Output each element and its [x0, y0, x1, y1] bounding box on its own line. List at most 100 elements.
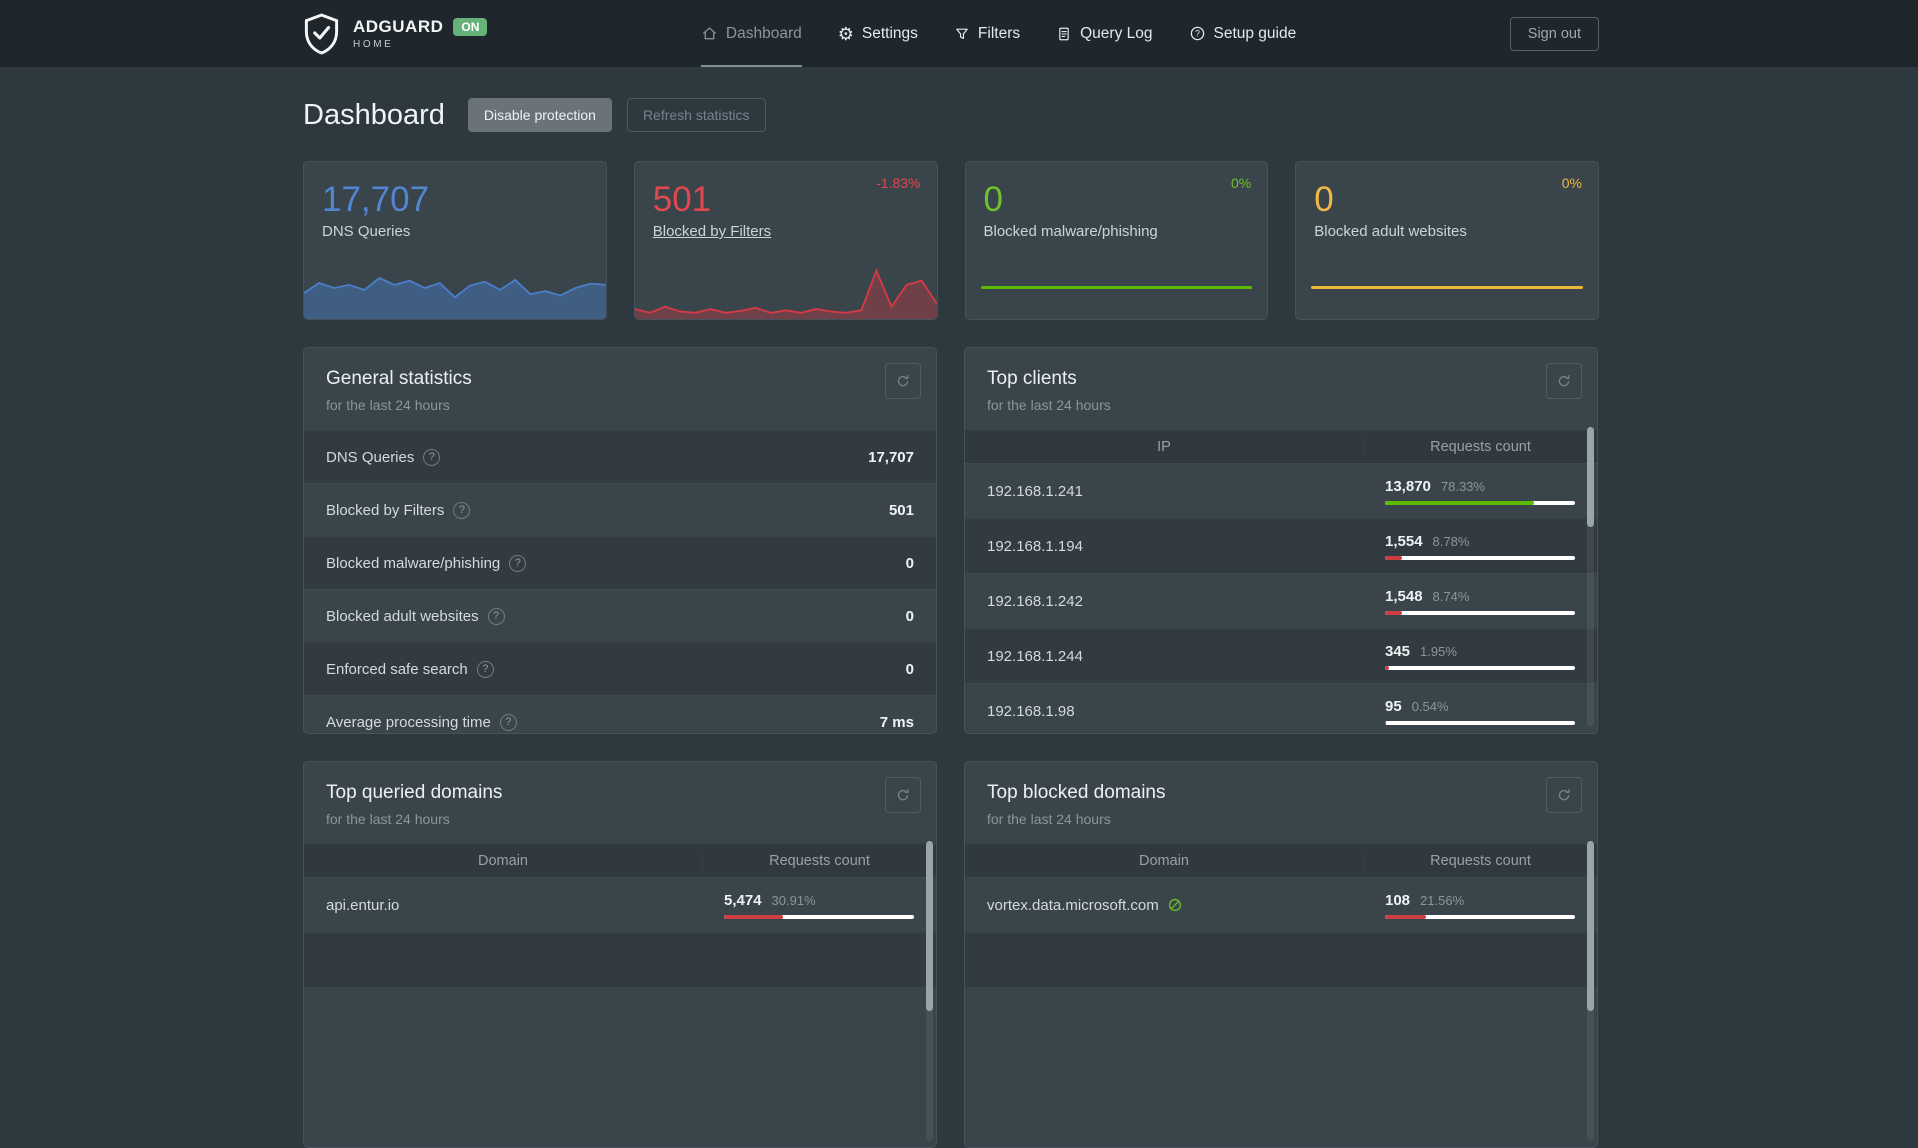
- progress-bar-fill: [1385, 665, 1389, 670]
- zero-line-chart: [980, 286, 1253, 289]
- panel-title: Top clients: [987, 368, 1077, 389]
- refresh-statistics-button[interactable]: Refresh statistics: [626, 98, 766, 132]
- requests-cell: 1,554 8.78%: [1385, 533, 1575, 560]
- nav-item-query-log[interactable]: Query Log: [1056, 0, 1153, 67]
- table-row-partial: [965, 932, 1597, 987]
- panel-subtitle: for the last 24 hours: [987, 397, 1111, 413]
- stat-row-value: 501: [888, 501, 914, 519]
- nav-item-settings[interactable]: ⚙ Settings: [838, 0, 918, 67]
- requests-count: 345: [1385, 642, 1411, 660]
- requests-count: 5,474: [724, 891, 762, 909]
- disable-protection-button[interactable]: Disable protection: [467, 98, 612, 132]
- progress-bar: [1385, 610, 1575, 615]
- help-icon[interactable]: ?: [487, 607, 505, 625]
- stat-value: 501: [652, 180, 712, 219]
- table-row: api.entur.io 5,474 30.91%: [304, 877, 936, 932]
- requests-cell: 345 1.95%: [1385, 643, 1575, 670]
- scrollbar-thumb[interactable]: [1587, 427, 1594, 527]
- requests-cell: 13,870 78.33%: [1385, 478, 1575, 505]
- requests-count: 108: [1385, 891, 1411, 909]
- requests-count: 1,554: [1385, 532, 1423, 550]
- stat-value: 0: [983, 180, 1003, 219]
- nav-item-label: Dashboard: [725, 24, 802, 42]
- sign-out-button[interactable]: Sign out: [1509, 16, 1599, 51]
- nav-item-dashboard[interactable]: Dashboard: [700, 0, 802, 67]
- stats-row: Blocked adult websites ? 0: [304, 589, 936, 642]
- progress-bar: [1385, 720, 1575, 725]
- help-icon[interactable]: ?: [509, 554, 527, 572]
- blocked-sparkline-chart: [634, 257, 937, 319]
- progress-bar: [1385, 914, 1575, 919]
- nav-item-label: Query Log: [1080, 24, 1153, 42]
- requests-percent: 8.74%: [1432, 588, 1470, 604]
- panel-refresh-button[interactable]: [1546, 363, 1582, 399]
- column-header-domain: Domain: [478, 852, 528, 869]
- navbar: ADGUARD ON HOME Dashboard ⚙ Settings: [0, 0, 1918, 67]
- panel-refresh-button[interactable]: [885, 777, 921, 813]
- client-ip[interactable]: 192.168.1.241: [987, 482, 1083, 500]
- domain-cell: api.entur.io: [326, 897, 724, 914]
- requests-percent: 1.95%: [1420, 643, 1457, 659]
- query-log-icon: [1056, 26, 1072, 42]
- stats-row: Blocked by Filters ? 501: [304, 483, 936, 536]
- requests-cell: 95 0.54%: [1385, 698, 1575, 725]
- stat-card-blocked-adult: 0% 0 Blocked adult websites: [1295, 161, 1599, 320]
- panel-refresh-button[interactable]: [1546, 777, 1582, 813]
- nav-item-filters[interactable]: Filters: [954, 0, 1020, 67]
- stat-row-value: 0: [905, 607, 914, 625]
- client-ip[interactable]: 192.168.1.194: [987, 537, 1083, 555]
- client-ip[interactable]: 192.168.1.242: [987, 592, 1083, 610]
- nav-item-setup-guide[interactable]: ? Setup guide: [1189, 0, 1297, 67]
- stat-value: 17,707: [322, 180, 430, 219]
- table-row: 192.168.1.241 13,870 78.33%: [965, 463, 1597, 518]
- requests-cell: 5,474 30.91%: [724, 892, 914, 919]
- help-icon[interactable]: ?: [499, 713, 517, 731]
- nav-item-label: Setup guide: [1213, 24, 1297, 42]
- progress-bar: [1385, 665, 1575, 670]
- progress-bar-fill: [1385, 720, 1387, 725]
- dashboard-icon: [701, 25, 718, 42]
- panel-title: Top blocked domains: [987, 782, 1166, 803]
- help-icon[interactable]: ?: [453, 501, 471, 519]
- stat-row-label: Average processing time: [326, 713, 491, 731]
- requests-percent: 30.91%: [771, 892, 816, 908]
- stat-row-value: 7 ms: [879, 713, 914, 731]
- table-row: vortex.data.microsoft.com 108 21.56%: [965, 877, 1597, 932]
- table-row: 192.168.1.244 345 1.95%: [965, 628, 1597, 683]
- panel-title: Top queried domains: [326, 782, 503, 803]
- scrollbar-thumb[interactable]: [1587, 841, 1594, 1011]
- progress-bar: [1385, 500, 1575, 505]
- stat-row-label: DNS Queries: [326, 448, 415, 466]
- general-statistics-panel: General statistics for the last 24 hours…: [303, 347, 937, 734]
- table-header-row: Domain Requests count: [304, 844, 936, 877]
- domain-name[interactable]: vortex.data.microsoft.com: [987, 896, 1159, 914]
- scrollbar-track: [1587, 427, 1594, 727]
- scrollbar-thumb[interactable]: [926, 841, 933, 1011]
- blocked-by-filters-link[interactable]: Blocked by Filters: [652, 223, 772, 240]
- panels-row-2: Top queried domains for the last 24 hour…: [303, 761, 1599, 1148]
- top-clients-panel: Top clients for the last 24 hours IP Req…: [964, 347, 1598, 734]
- stat-label: DNS Queries: [322, 223, 411, 240]
- domain-name[interactable]: api.entur.io: [326, 896, 400, 914]
- stat-row-label: Blocked by Filters: [326, 501, 445, 519]
- help-icon[interactable]: ?: [423, 448, 441, 466]
- stat-row-label: Blocked malware/phishing: [326, 554, 501, 572]
- column-header-domain: Domain: [1139, 852, 1189, 869]
- requests-percent: 21.56%: [1420, 892, 1465, 908]
- client-ip[interactable]: 192.168.1.98: [987, 702, 1075, 720]
- table-header-row: Domain Requests count: [965, 844, 1597, 877]
- page-title: Dashboard: [303, 98, 445, 131]
- stat-row-value: 17,707: [868, 448, 914, 466]
- requests-count: 95: [1385, 697, 1402, 715]
- client-ip[interactable]: 192.168.1.244: [987, 647, 1083, 665]
- requests-percent: 8.78%: [1432, 533, 1470, 549]
- stat-row-value: 0: [905, 660, 914, 678]
- stat-percent-change: 0%: [1561, 175, 1582, 191]
- zero-line-chart: [1311, 286, 1583, 289]
- top-clients-table: 192.168.1.241 13,870 78.33% 192.168.1.19…: [965, 463, 1597, 733]
- help-icon[interactable]: ?: [476, 660, 494, 678]
- top-queried-table: api.entur.io 5,474 30.91%: [304, 877, 936, 987]
- protection-on-badge: ON: [453, 18, 488, 36]
- stats-row: DNS Queries ? 17,707: [304, 430, 936, 483]
- panel-refresh-button[interactable]: [885, 363, 921, 399]
